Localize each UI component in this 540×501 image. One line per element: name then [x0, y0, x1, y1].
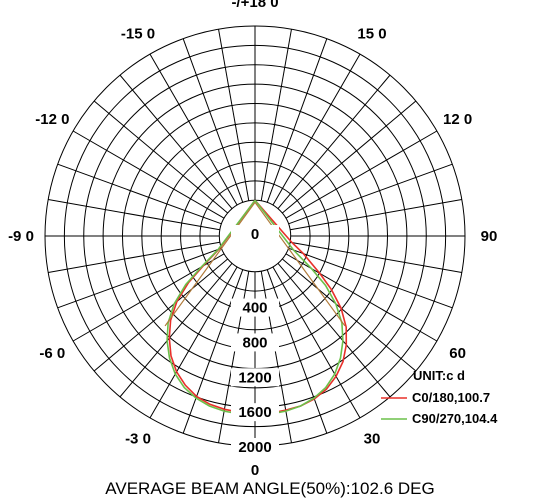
grid-spoke: [260, 29, 292, 201]
radial-tick-label: 2000: [238, 439, 271, 456]
radial-tick-label: 1200: [238, 369, 271, 386]
grid-spoke: [57, 163, 222, 225]
legend-label-c90: C90/270,104.4: [412, 411, 498, 426]
angle-label: 15 0: [357, 25, 386, 42]
grid-spoke: [277, 74, 391, 209]
grid-spoke: [149, 53, 238, 206]
grid-spoke: [266, 38, 328, 203]
grid-spoke: [149, 266, 238, 419]
grid-spoke: [282, 100, 417, 214]
radial-tick-label: 400: [242, 300, 267, 317]
radial-labels: 0 400 800 1200 1600 2000: [231, 225, 279, 456]
radial-label-bg: [231, 403, 279, 422]
angle-label: 60: [449, 345, 466, 362]
grid-spoke: [288, 163, 453, 225]
polar-grid: [44, 25, 466, 447]
grid-spoke: [290, 241, 462, 273]
grid-spoke: [266, 269, 328, 434]
grid-spoke: [290, 199, 462, 231]
radial-label-bg: [231, 368, 279, 387]
radial-label-bg: [231, 438, 279, 456]
angle-label: -9 0: [8, 228, 34, 245]
legend-label-c0: C0/180,100.7: [412, 390, 490, 405]
half-beam-line-0: [164, 201, 256, 327]
angle-label: -3 0: [125, 431, 151, 448]
grid-spoke: [218, 29, 250, 201]
grid-spoke: [282, 258, 417, 372]
radial-tick-label: 0: [251, 226, 259, 243]
grid-spoke: [272, 53, 361, 206]
half-beam-line-1: [254, 201, 346, 327]
unit-label: UNIT:c d: [413, 368, 465, 383]
grid-spoke: [285, 130, 438, 219]
angle-label: -15 0: [121, 25, 155, 42]
radial-label-bg: [231, 298, 279, 317]
angle-label: 0: [251, 462, 259, 479]
radial-label-bg: [231, 333, 279, 352]
grid-spoke: [272, 266, 361, 419]
grid-spoke: [48, 241, 220, 273]
radial-tick-label: 1600: [238, 404, 271, 421]
angle-label: 12 0: [443, 111, 472, 128]
grid-spoke: [72, 130, 225, 219]
legend: UNIT:c d C0/180,100.7 C90/270,104.4: [381, 368, 498, 426]
grid-spoke: [182, 269, 244, 434]
grid-spoke: [57, 247, 222, 309]
angle-label: -/+18 0: [231, 0, 278, 11]
grid-spoke: [93, 258, 228, 372]
angle-label: 90: [481, 228, 498, 245]
grid-spoke: [93, 100, 228, 214]
angle-label: -12 0: [35, 111, 69, 128]
angle-labels: -/+18 0 -15 0 15 0 -12 0 12 0 -9 0 90 -6 0 60 -3 …: [8, 0, 497, 479]
average-beam-angle-text: AVERAGE BEAM ANGLE(50%):102.6 DEG: [105, 479, 434, 498]
grid-spoke: [48, 199, 220, 231]
grid-spoke: [182, 38, 244, 203]
grid-spoke: [119, 74, 233, 209]
grid-spoke: [277, 263, 391, 398]
radial-label-bg: [231, 225, 279, 243]
angle-label: -6 0: [39, 345, 65, 362]
grid-spoke: [288, 247, 453, 309]
radial-tick-label: 800: [242, 334, 267, 351]
grid-spoke: [72, 253, 225, 342]
grid-spoke: [119, 263, 233, 398]
angle-label: 30: [364, 431, 381, 448]
